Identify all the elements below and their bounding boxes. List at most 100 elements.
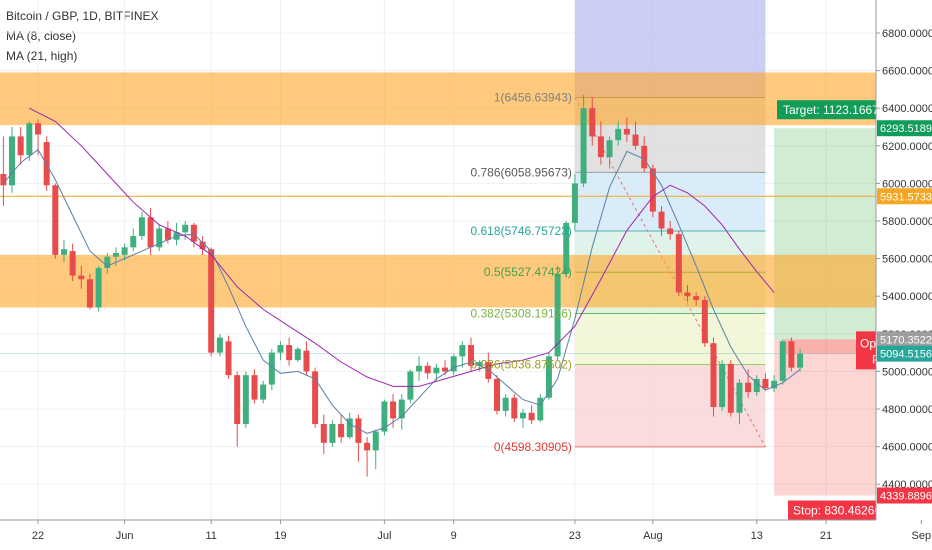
candle <box>753 375 760 396</box>
candle-body <box>762 378 769 389</box>
price-tag: 4339.88961 <box>877 487 932 504</box>
candle-body <box>156 228 163 248</box>
candle <box>216 333 223 357</box>
candle <box>52 183 59 259</box>
candle <box>182 221 189 240</box>
candle-body <box>623 128 630 135</box>
candle-body <box>502 397 509 411</box>
y-tick-label: 5800.00000 <box>882 216 932 228</box>
x-tick-label: 13 <box>751 530 763 542</box>
candle <box>138 211 145 240</box>
candle <box>779 339 786 385</box>
candle <box>268 348 275 391</box>
stop-label-text: Stop: 830.46266 <box>793 504 881 518</box>
highlight-zone <box>0 72 876 126</box>
candle-body <box>320 424 327 443</box>
indicator-ma-slow[interactable]: MA (21, high) <box>6 49 78 63</box>
candle-body <box>779 341 786 381</box>
candle-body <box>294 348 301 361</box>
candle-body <box>52 185 59 255</box>
candle-body <box>390 401 397 419</box>
candle <box>442 360 449 376</box>
candle-body <box>459 345 466 357</box>
candle <box>156 224 163 252</box>
candle <box>684 284 691 302</box>
candle <box>589 96 596 146</box>
price-tag-value: 6293.51898 <box>880 123 932 135</box>
candle <box>736 378 743 425</box>
candle <box>277 341 284 361</box>
fib-level-label: 0(4598.30905) <box>494 440 572 454</box>
candle <box>234 371 241 447</box>
candle <box>60 239 67 263</box>
open-label-bg <box>856 331 876 370</box>
candle <box>26 121 33 161</box>
candle <box>459 341 466 368</box>
candle-body <box>554 273 561 357</box>
candle-body <box>138 217 145 237</box>
candle-body <box>433 367 440 374</box>
candle <box>649 164 656 218</box>
candle <box>104 252 111 274</box>
y-tick-label: 5400.00000 <box>882 291 932 303</box>
candle <box>242 371 249 428</box>
y-tick-label: 6000.00000 <box>882 178 932 190</box>
candle <box>485 352 492 383</box>
candle-body <box>684 292 691 297</box>
y-tick-label: 4600.00000 <box>882 442 932 454</box>
candle-body <box>0 174 7 186</box>
price-tag-value: 5931.57337 <box>880 191 932 203</box>
candle <box>416 356 423 381</box>
stop-label: Stop: 830.46266 <box>788 500 881 520</box>
candle <box>606 136 613 169</box>
fib-zone <box>574 313 766 365</box>
candle <box>762 373 769 391</box>
candle-body <box>416 365 423 372</box>
candle <box>9 127 16 193</box>
plot-area: 1(6456.63943) 0.786(6058.95673) 0.618(5746… <box>0 0 886 520</box>
price-tag-bg <box>877 345 932 362</box>
candle-body <box>164 228 171 240</box>
x-tick-label: 22 <box>32 530 44 542</box>
candle-body <box>597 136 604 158</box>
candle <box>468 337 474 372</box>
candle <box>294 346 301 362</box>
candle-body <box>667 228 674 235</box>
x-tick-label: Jun <box>116 530 134 542</box>
candle-body <box>424 365 431 374</box>
candle <box>788 337 795 372</box>
candle <box>771 375 778 393</box>
candle <box>658 205 665 237</box>
highlight-zone <box>0 254 876 308</box>
x-tick-label: 9 <box>451 530 457 542</box>
fib-level-label: 0.786(6058.95673) <box>470 165 571 179</box>
candle <box>563 221 570 278</box>
candle <box>86 273 93 310</box>
candle <box>623 117 630 143</box>
candle-body <box>719 363 726 408</box>
y-tick-label: 5000.00000 <box>882 366 932 378</box>
candle <box>701 296 708 347</box>
candle <box>121 243 128 261</box>
candle-body <box>9 136 16 186</box>
price-tag-bg <box>877 188 932 205</box>
candle-body <box>268 352 275 385</box>
open-label: Ope P <box>856 331 876 370</box>
candle-body <box>476 362 483 366</box>
symbol-title[interactable]: Bitcoin / GBP, 1D, BITFINEX <box>6 9 159 23</box>
candle <box>251 369 258 404</box>
target-label-text: Target: 1123.16671 <box>783 103 886 117</box>
candle-body <box>693 296 700 300</box>
fib-level-label: 0.5(5527.47424) <box>484 265 572 279</box>
x-axis-panel <box>0 520 932 550</box>
x-tick-label: 21 <box>820 530 832 542</box>
y-tick-label: 6800.00000 <box>882 28 932 40</box>
candle <box>346 412 353 440</box>
candle-body <box>251 375 258 400</box>
price-tag: 5931.57337 <box>877 188 932 205</box>
candle-body <box>225 341 232 376</box>
x-tick-label: 11 <box>205 530 216 542</box>
candle-body <box>35 123 41 135</box>
candle <box>433 363 440 381</box>
